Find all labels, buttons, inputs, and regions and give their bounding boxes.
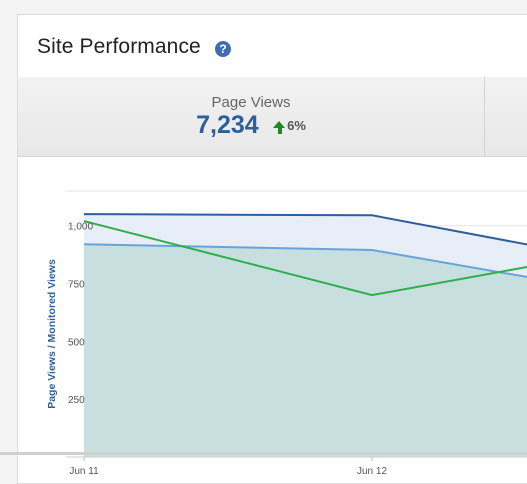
panel-header: Site Performance ?	[18, 15, 527, 78]
series-line	[83, 220, 527, 297]
performance-chart: 1,000 750 500 250 Jun 11 Jun 12 Page Views / M…	[46, 190, 527, 477]
y-tick-label: 500	[68, 337, 85, 348]
x-tick-label: Jun 11	[69, 466, 99, 477]
metric-trend: 6%	[273, 118, 306, 134]
up-arrow-stem	[278, 128, 283, 134]
y-tick-label: 1,000	[68, 222, 93, 233]
y-tick-label: 250	[68, 395, 85, 406]
site-performance-panel: Site Performance ? Page Views 7,234 6% 1…	[17, 14, 527, 484]
metric-label: Page Views	[211, 94, 291, 111]
series-area	[84, 244, 527, 457]
help-icon[interactable]: ?	[215, 41, 231, 57]
metric-trend-value: 6%	[287, 118, 306, 133]
up-arrow-icon	[273, 121, 286, 128]
metric-page-views[interactable]: Page Views 7,234 6%	[18, 77, 485, 156]
panel-title: Site Performance	[37, 35, 201, 58]
x-tick-label: Jun 12	[357, 466, 387, 477]
chart-area: 1,000 750 500 250 Jun 11 Jun 12 Page Views / M…	[18, 157, 527, 483]
metrics-strip: Page Views 7,234 6%	[18, 77, 527, 157]
series-line	[83, 213, 527, 246]
y-tick-label: 750	[68, 280, 85, 291]
metric-value: 7,234	[196, 111, 259, 139]
y-axis-label: Page Views / Monitored Views	[46, 259, 58, 409]
horizontal-scrollbar[interactable]	[0, 452, 527, 455]
metric-value-row: 7,234 6%	[18, 111, 484, 140]
